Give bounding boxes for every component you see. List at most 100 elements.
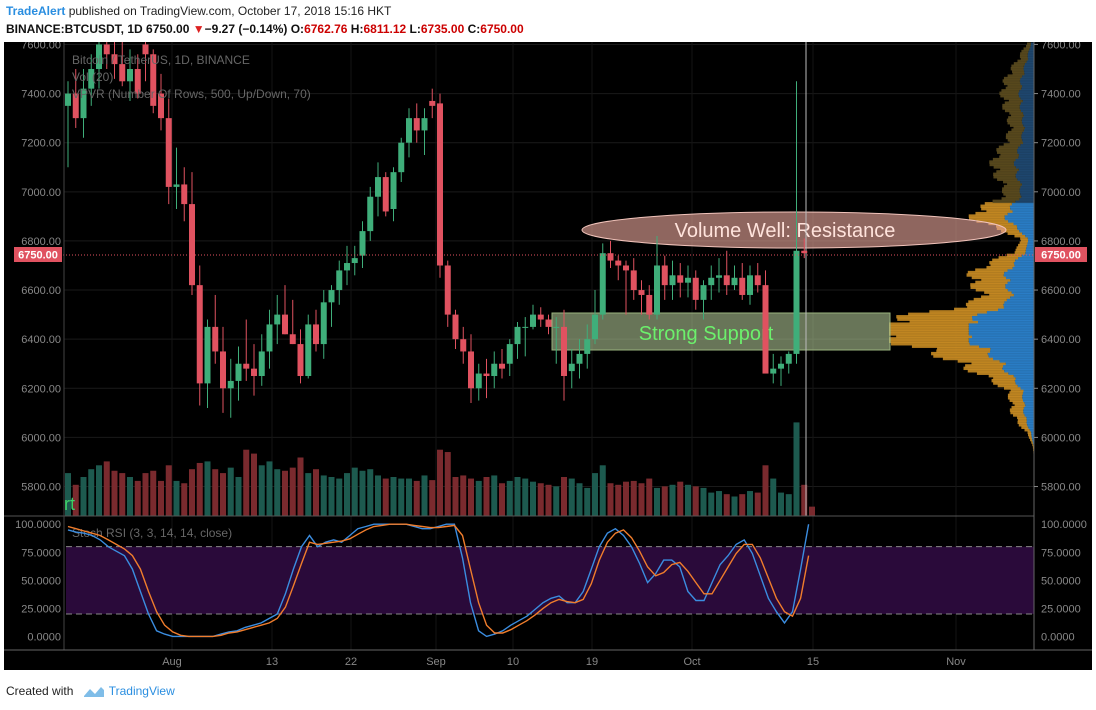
vpvr-row-up bbox=[1017, 226, 1034, 231]
vpvr-row-down bbox=[1014, 403, 1026, 407]
volume-bar bbox=[72, 484, 79, 516]
vpvr-row-down bbox=[965, 302, 1004, 307]
vpvr-row-up bbox=[990, 349, 1034, 353]
vpvr-row-up bbox=[1021, 133, 1034, 137]
left-stoch-tick: 50.0000 bbox=[21, 575, 61, 587]
vpvr-row-up bbox=[1008, 371, 1034, 375]
price-chart-svg[interactable]: Volume Well: Resistance Strong Support r… bbox=[4, 19, 1092, 670]
time-tick: 22 bbox=[345, 656, 357, 668]
close-value: 6750.00 bbox=[480, 22, 524, 36]
volume-bar bbox=[142, 473, 149, 516]
resistance-ellipse[interactable] bbox=[581, 211, 1007, 249]
candle-body bbox=[708, 277, 715, 286]
vpvr-row-up bbox=[978, 319, 1034, 324]
vpvr-row-up bbox=[1014, 162, 1034, 167]
right-stoch-tick: 0.0000 bbox=[1041, 631, 1075, 643]
volume-bar bbox=[545, 484, 552, 516]
right-price-badge: 6750.00 bbox=[1041, 250, 1081, 262]
time-tick: 10 bbox=[507, 656, 519, 668]
vpvr-row-down bbox=[1001, 197, 1020, 201]
vpvr-row-up bbox=[1019, 189, 1034, 194]
right-price-tick: 6800.00 bbox=[1041, 236, 1081, 248]
vpvr-row-up bbox=[1019, 106, 1034, 110]
candle-body bbox=[623, 265, 629, 271]
left-price-badge-bg bbox=[14, 247, 62, 262]
vpvr-row-down bbox=[1015, 248, 1026, 253]
candle-body bbox=[413, 118, 420, 131]
vpvr-row-down bbox=[1018, 243, 1027, 248]
vpvr-row-up bbox=[1023, 140, 1034, 145]
vpvr-row-up bbox=[1030, 44, 1034, 49]
vpvr-row-down bbox=[963, 366, 1003, 371]
volume-bar bbox=[251, 453, 257, 516]
volume-bar bbox=[491, 475, 498, 516]
vpvr-row-down bbox=[967, 270, 1005, 275]
support-rect[interactable] bbox=[551, 312, 891, 351]
vpvr-row-up bbox=[1021, 182, 1034, 186]
vpvr-row-down bbox=[1017, 420, 1027, 425]
candle-body bbox=[700, 285, 707, 300]
candle-body bbox=[344, 263, 350, 271]
volume-bar bbox=[189, 469, 195, 516]
candle-body bbox=[189, 204, 195, 286]
vpvr-row-down bbox=[1021, 425, 1029, 429]
vpvr-row-down bbox=[965, 364, 1004, 368]
vpvr-row-up bbox=[1026, 246, 1034, 250]
vpvr-row-down bbox=[975, 280, 1008, 285]
vpvr-row-down bbox=[975, 288, 1008, 292]
vpvr-row-up bbox=[1024, 69, 1034, 73]
vpvr-row-up bbox=[1022, 84, 1034, 88]
vpvr-row-down bbox=[889, 332, 969, 336]
candle-body bbox=[514, 326, 521, 345]
candle-body bbox=[96, 44, 102, 70]
tradingview-logo-icon bbox=[83, 686, 104, 697]
vpvr-row-down bbox=[1003, 386, 1021, 390]
vpvr-row-up bbox=[1012, 265, 1034, 270]
vpvr-row-up bbox=[1013, 221, 1034, 226]
vpvr-row-up bbox=[1020, 81, 1034, 86]
vpvr-row-down bbox=[996, 148, 1018, 152]
vpvr-row-up bbox=[1015, 258, 1034, 262]
vpvr-row-up bbox=[1016, 224, 1034, 228]
vpvr-row-up bbox=[1026, 415, 1034, 420]
volume-bar bbox=[119, 473, 126, 516]
candle-body bbox=[196, 285, 203, 384]
symbol-line: BINANCE:BTCUSDT, 1D 6750.00 ▼−9.27 (−0.1… bbox=[6, 22, 524, 36]
volume-bar bbox=[421, 475, 428, 516]
volume-bar bbox=[762, 465, 769, 516]
volume-bar bbox=[235, 477, 242, 516]
right-price-tick: 7200.00 bbox=[1041, 138, 1081, 150]
left-stoch-tick: 25.0000 bbox=[21, 603, 61, 615]
vpvr-row-up bbox=[1026, 420, 1034, 425]
time-tick: Oct bbox=[683, 656, 700, 668]
chart-area[interactable]: Volume Well: Resistance Strong Support r… bbox=[4, 19, 1092, 670]
vpvr-row-down bbox=[1009, 123, 1024, 127]
tradingview-link[interactable]: TradingView bbox=[108, 684, 175, 698]
vpvr-row-up bbox=[1019, 197, 1034, 201]
vpvr-row-down bbox=[969, 216, 1005, 221]
vpvr-row-up bbox=[1028, 425, 1034, 429]
vpvr-row-down bbox=[967, 305, 1004, 309]
vpvr-row-down bbox=[997, 383, 1018, 388]
vpvr-row-up bbox=[1031, 432, 1034, 437]
candle-body bbox=[615, 260, 622, 266]
vpvr-row-down bbox=[1013, 125, 1025, 130]
vpvr-row-up bbox=[1006, 297, 1034, 302]
vpvr-row-up bbox=[1027, 52, 1034, 56]
candle-body bbox=[553, 326, 560, 328]
right-price-tick: 7600.00 bbox=[1041, 42, 1081, 51]
vpvr-row-down bbox=[1006, 118, 1022, 122]
vpvr-row-down bbox=[1003, 96, 1021, 100]
volume-bar bbox=[700, 487, 707, 516]
vpvr-row-up bbox=[1011, 290, 1034, 294]
vpvr-row-down bbox=[889, 337, 969, 341]
volume-bar bbox=[212, 469, 219, 516]
vpvr-row-up bbox=[1018, 167, 1034, 172]
volume-bar bbox=[266, 461, 273, 516]
author-link[interactable]: TradeAlert bbox=[6, 4, 66, 18]
vpvr-row-down bbox=[1007, 84, 1023, 88]
candle-body bbox=[88, 69, 95, 89]
vpvr-row-up bbox=[1023, 67, 1034, 71]
low-label: L: bbox=[409, 22, 421, 36]
vpvr-row-up bbox=[1018, 152, 1034, 157]
